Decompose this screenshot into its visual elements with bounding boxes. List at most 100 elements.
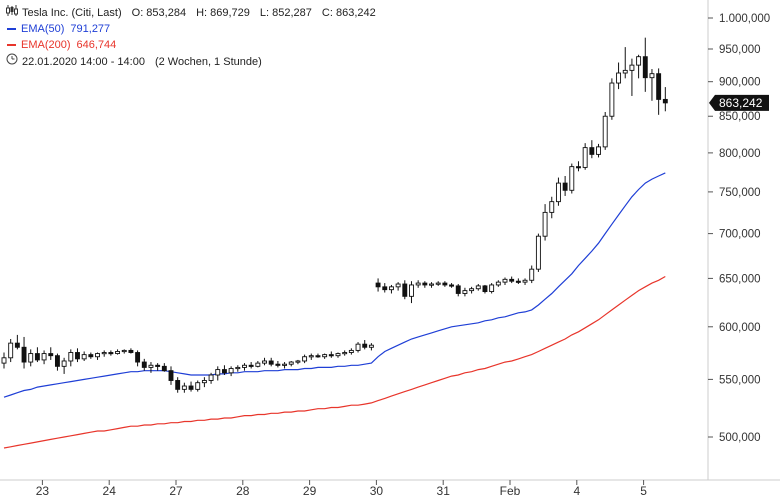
y-tick-label: 900,000: [719, 77, 761, 89]
candle: [181, 382, 187, 393]
candle-body: [181, 385, 187, 390]
candle-body: [255, 362, 261, 367]
candle-body: [221, 369, 227, 374]
candle: [636, 54, 642, 79]
candle: [609, 78, 615, 120]
candle-body: [268, 360, 274, 365]
x-tick-label: 30: [370, 484, 384, 498]
candle: [121, 349, 127, 354]
candle-body: [41, 353, 47, 361]
candle: [449, 283, 455, 288]
candle-body: [168, 370, 174, 381]
candle: [342, 350, 348, 356]
candle: [242, 363, 247, 371]
candle-body: [242, 364, 247, 368]
candle: [409, 281, 414, 304]
x-tick-label: 23: [36, 484, 50, 498]
candle: [175, 377, 181, 393]
candle-body: [155, 364, 161, 367]
candle-body: [622, 69, 628, 74]
ohlc-close: C: 863,242: [321, 7, 376, 19]
candle: [469, 286, 475, 294]
candle: [482, 284, 488, 294]
candle-body: [75, 352, 80, 360]
candle-body: [208, 374, 214, 381]
candle: [335, 352, 341, 358]
candle: [34, 347, 40, 363]
candle-body: [355, 343, 361, 351]
candle-body: [555, 182, 561, 203]
candle-body: [215, 369, 221, 376]
y-tick-label: 500,000: [719, 432, 761, 444]
candle-body: [315, 355, 321, 358]
candle-body: [589, 147, 595, 155]
candle-body: [68, 352, 74, 362]
candle: [288, 360, 294, 367]
ema50-value: 791,277: [70, 23, 111, 35]
candle-body: [522, 279, 528, 283]
candle-body: [34, 353, 40, 361]
candle: [248, 362, 254, 369]
candle-body: [81, 354, 87, 360]
candle-body: [636, 56, 642, 66]
candle: [348, 348, 354, 355]
candle: [475, 284, 481, 291]
candle-body: [195, 382, 201, 390]
x-tick-label: 4: [573, 484, 580, 498]
candlestick-icon: [6, 5, 18, 21]
candle: [88, 352, 94, 359]
candle-body: [8, 342, 14, 359]
candle-body: [442, 282, 448, 286]
y-tick-label: 600,000: [719, 322, 761, 334]
candle: [1, 352, 7, 369]
candle: [649, 69, 655, 101]
candle-body: [429, 283, 434, 286]
candle: [515, 278, 521, 285]
candle-body: [629, 64, 635, 71]
candle-body: [415, 282, 421, 286]
ema200-swatch: [7, 44, 16, 46]
candle: [355, 342, 361, 353]
candle: [8, 339, 14, 363]
candle-body: [609, 82, 615, 117]
y-tick-label: 700,000: [719, 229, 761, 241]
candle: [21, 336, 27, 369]
x-tick-label: Feb: [500, 484, 521, 498]
candle-body: [101, 352, 107, 355]
candle: [68, 349, 74, 367]
x-tick-label: 5: [640, 484, 647, 498]
candle: [569, 163, 575, 194]
x-tick-label: 24: [103, 484, 117, 498]
candle: [622, 47, 628, 79]
candle-body: [322, 354, 328, 358]
chart-legend: Tesla Inc. (Citi, Last) O: 853,284 H: 86…: [6, 5, 376, 70]
y-tick-label: 850,000: [719, 111, 761, 123]
candle: [282, 362, 288, 369]
ema200-line: [3, 275, 666, 449]
candle-body: [656, 73, 662, 100]
candle: [462, 287, 468, 297]
candle-body: [201, 380, 207, 384]
ema50-legend: EMA(50) 791,277: [6, 21, 376, 37]
candle-body: [108, 352, 114, 355]
candle-body: [14, 342, 20, 348]
candle: [48, 347, 54, 360]
ema50-label: EMA(50): [21, 23, 65, 35]
candle: [395, 282, 401, 291]
last-price-tag: 863,242: [709, 94, 769, 111]
candle-body: [262, 360, 267, 364]
candle: [61, 357, 67, 374]
candle: [555, 177, 561, 206]
candle: [14, 334, 20, 350]
candle-body: [335, 353, 341, 357]
x-tick-label: 29: [303, 484, 317, 498]
candle-body: [449, 284, 455, 287]
candle: [435, 281, 441, 286]
candle: [442, 281, 448, 287]
candle: [549, 196, 555, 219]
candle: [629, 58, 635, 96]
candle: [362, 340, 368, 350]
candle: [208, 372, 214, 384]
candle-body: [128, 349, 134, 353]
candle: [54, 353, 60, 371]
